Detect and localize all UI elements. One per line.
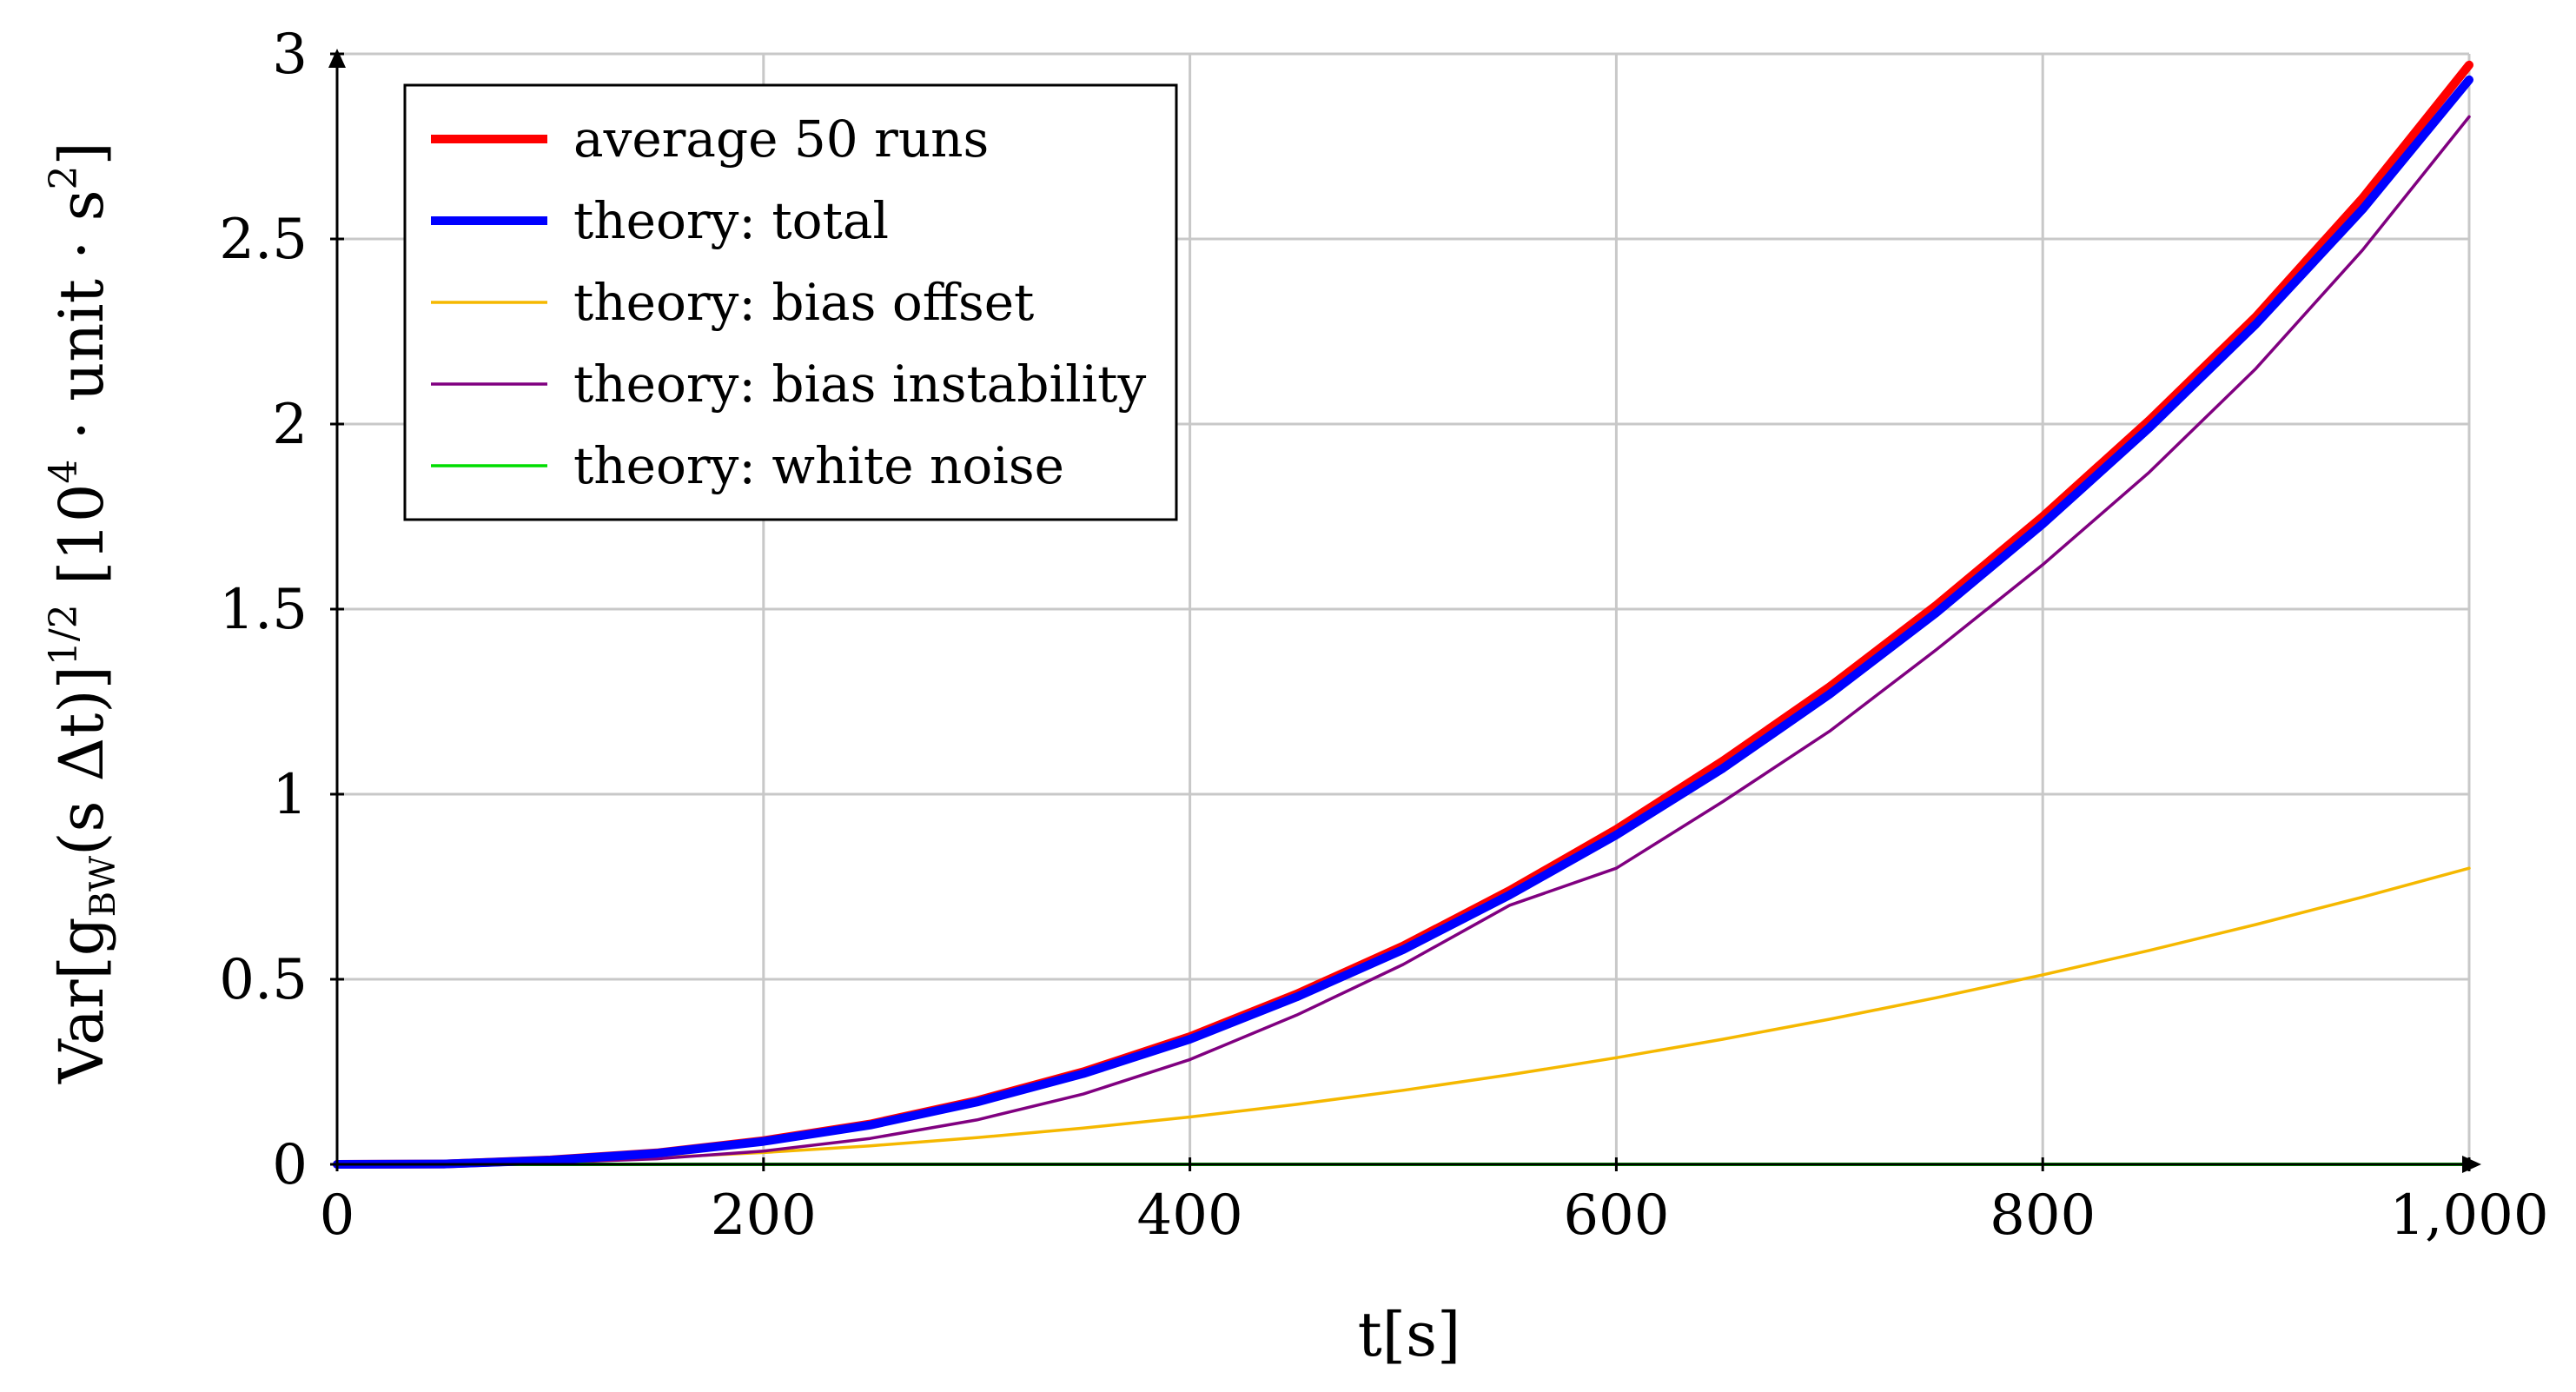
y-title-unit-lead: 10 bbox=[46, 484, 117, 561]
y-tick-label: 2 bbox=[272, 393, 308, 457]
y-title-unit-exp2: 2 bbox=[42, 165, 86, 189]
y-tick-label: 1 bbox=[272, 763, 308, 827]
x-axis-arrow bbox=[2462, 1156, 2481, 1173]
y-axis-title: Var[gBW(s Δt)]1/2 [104 · unit · s2] bbox=[42, 142, 123, 1084]
y-tick-label: 1.5 bbox=[219, 578, 308, 642]
y-title-exp: 1/2 bbox=[42, 604, 86, 666]
legend-label: average 50 runs bbox=[573, 109, 989, 169]
legend-label: theory: bias offset bbox=[573, 273, 1034, 332]
tick-labels: 0 200 400 600 800 1,000 0 0.5 1 1.5 2 2.5 3 bbox=[219, 23, 2548, 1248]
y-title-g: g bbox=[46, 917, 117, 956]
x-tick-label: 400 bbox=[1137, 1183, 1243, 1248]
x-axis-title: t[s] bbox=[1358, 1299, 1461, 1370]
series-line-theory-bias-instability bbox=[335, 115, 2471, 1166]
x-tick-label: 200 bbox=[711, 1183, 817, 1248]
series-line-theory-total bbox=[333, 75, 2473, 1169]
x-tick-label: 600 bbox=[1563, 1183, 1669, 1248]
y-tick-label: 0 bbox=[272, 1133, 308, 1197]
legend: average 50 runs theory: total theory: bias… bbox=[403, 83, 1178, 521]
y-tick-label: 0.5 bbox=[219, 948, 308, 1012]
x-tick-label: 0 bbox=[320, 1183, 355, 1248]
legend-label: theory: white noise bbox=[573, 436, 1064, 495]
legend-label: theory: total bbox=[573, 191, 889, 250]
y-tick-label: 3 bbox=[272, 23, 308, 87]
series-line-theory-bias-offset bbox=[335, 866, 2471, 1166]
y-title-arg: (s Δt) bbox=[46, 689, 117, 855]
grid-lines bbox=[337, 52, 2471, 1164]
y-tick-label: 2.5 bbox=[219, 208, 308, 272]
y-title-sub: BW bbox=[83, 856, 123, 918]
x-tick-label: 800 bbox=[1990, 1183, 2096, 1248]
y-title-unit-mid: · unit · s bbox=[46, 189, 117, 459]
y-axis-arrow bbox=[328, 49, 346, 68]
x-tick-label: 1,000 bbox=[2389, 1183, 2548, 1248]
y-title-unit-exp: 4 bbox=[42, 460, 86, 484]
legend-label: theory: bias instability bbox=[573, 355, 1146, 414]
y-title-var: Var bbox=[46, 979, 117, 1084]
